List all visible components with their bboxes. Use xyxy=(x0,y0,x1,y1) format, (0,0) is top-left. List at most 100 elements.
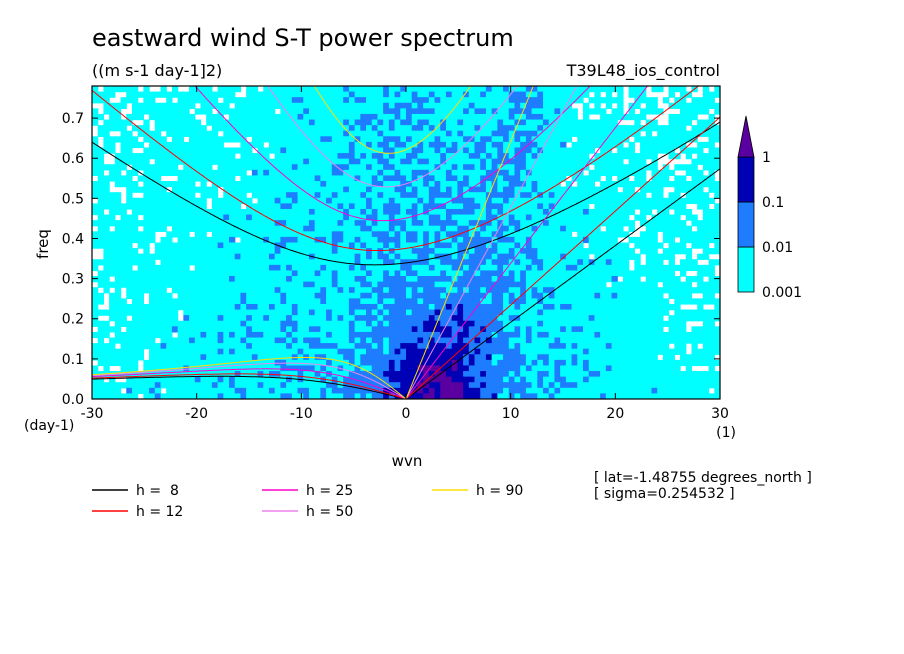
power-cell xyxy=(371,192,379,199)
power-cell xyxy=(149,236,156,244)
power-cell xyxy=(428,236,436,244)
power-cell xyxy=(348,113,356,121)
power-cell xyxy=(394,298,401,305)
power-cell xyxy=(246,281,253,288)
power-cell xyxy=(571,153,578,160)
power-cell xyxy=(314,281,321,288)
power-cell xyxy=(491,259,498,266)
power-cell xyxy=(548,337,556,344)
power-cell xyxy=(708,175,715,182)
power-cell xyxy=(702,287,710,294)
power-cell xyxy=(377,192,384,199)
power-cell xyxy=(291,264,299,272)
power-cell xyxy=(423,141,430,149)
power-cell xyxy=(457,264,464,272)
power-cell xyxy=(308,113,316,121)
power-cell xyxy=(548,326,556,333)
power-cell xyxy=(531,354,538,361)
power-cell xyxy=(200,231,207,238)
power-cell xyxy=(440,343,447,350)
power-cell xyxy=(354,331,361,339)
power-cell xyxy=(274,141,281,149)
power-cell xyxy=(303,164,310,171)
power-cell xyxy=(445,220,453,227)
power-cell xyxy=(445,281,453,288)
power-cell xyxy=(565,214,573,221)
power-cell xyxy=(508,175,516,182)
power-cell xyxy=(565,281,573,288)
power-cell xyxy=(708,91,715,98)
power-cell xyxy=(680,86,687,93)
power-cell xyxy=(291,236,299,244)
power-cell xyxy=(154,147,162,154)
power-cell xyxy=(525,348,533,355)
power-cell xyxy=(634,91,641,98)
power-cell xyxy=(120,181,127,188)
power-cell xyxy=(217,175,224,182)
power-cell xyxy=(411,220,419,227)
power-cell xyxy=(200,158,207,165)
power-cell xyxy=(280,181,287,188)
power-cell xyxy=(143,231,150,238)
power-cell xyxy=(211,236,219,244)
power-cell xyxy=(503,153,510,160)
power-cell xyxy=(543,287,550,294)
power-cell xyxy=(274,125,281,132)
power-cell xyxy=(211,348,219,355)
power-cell xyxy=(491,225,498,232)
power-cell xyxy=(177,242,184,249)
power-cell xyxy=(463,214,470,221)
power-cell xyxy=(280,186,287,193)
power-cell xyxy=(366,136,373,143)
power-cell xyxy=(109,86,116,93)
power-cell xyxy=(166,292,173,299)
power-cell xyxy=(480,86,487,93)
power-cell xyxy=(406,220,413,227)
power-cell xyxy=(503,208,510,216)
power-cell xyxy=(651,136,658,143)
power-cell xyxy=(229,175,236,182)
power-cell xyxy=(166,158,173,165)
power-cell xyxy=(428,181,436,188)
power-cell xyxy=(234,354,242,361)
power-cell xyxy=(257,169,264,177)
power-cell xyxy=(651,203,658,210)
power-cell xyxy=(480,303,487,311)
power-cell xyxy=(103,225,110,232)
power-cell xyxy=(229,270,236,277)
power-cell xyxy=(571,354,578,361)
power-cell xyxy=(137,281,144,288)
power-cell xyxy=(251,259,259,266)
power-cell xyxy=(234,303,242,311)
power-cell xyxy=(326,214,333,221)
power-cell xyxy=(406,248,413,255)
power-cell xyxy=(497,220,504,227)
power-cell xyxy=(628,203,635,210)
power-cell xyxy=(297,197,304,204)
power-cell xyxy=(131,91,139,98)
power-cell xyxy=(251,348,259,355)
power-cell xyxy=(189,130,196,137)
power-cell xyxy=(109,270,116,277)
power-cell xyxy=(634,281,641,288)
power-cell xyxy=(200,326,207,333)
power-cell xyxy=(234,147,242,154)
power-cell xyxy=(320,86,327,93)
power-cell xyxy=(229,186,236,193)
power-cell xyxy=(714,203,720,210)
power-cell xyxy=(223,292,230,299)
power-cell xyxy=(685,253,693,260)
power-cell xyxy=(417,303,424,311)
power-cell xyxy=(131,214,139,221)
power-cell xyxy=(354,236,361,244)
power-cell xyxy=(445,248,453,255)
power-cell xyxy=(268,281,276,288)
power-cell xyxy=(320,220,327,227)
power-cell xyxy=(291,225,299,232)
power-cell xyxy=(103,141,110,149)
power-cell xyxy=(154,298,162,305)
power-cell xyxy=(691,197,698,204)
power-cell xyxy=(388,354,396,361)
power-cell xyxy=(514,181,521,188)
power-cell xyxy=(268,175,276,182)
